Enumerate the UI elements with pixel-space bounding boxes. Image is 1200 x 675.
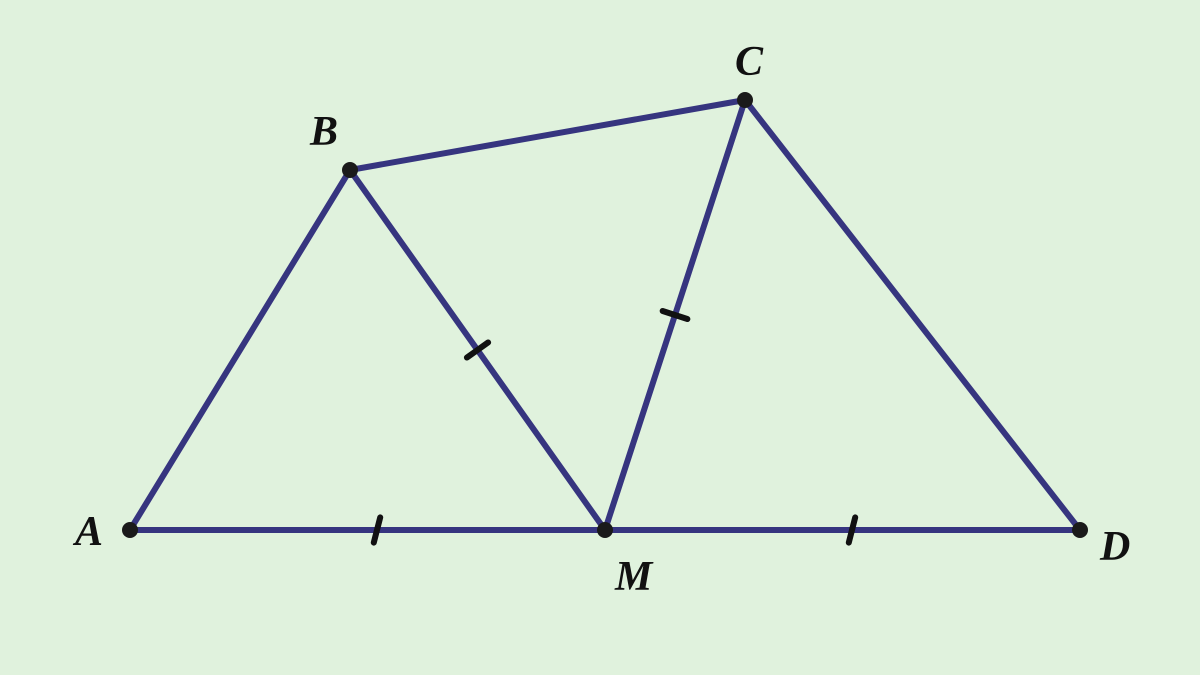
label-M: M [614,554,654,600]
label-D: D [1099,524,1130,570]
label-B: B [309,109,338,155]
label-C: C [735,39,764,85]
point-A [122,522,138,538]
point-B [342,162,358,178]
diagram-background [0,0,1200,675]
point-D [1072,522,1088,538]
point-C [737,92,753,108]
geometry-diagram: A B C D M [0,0,1200,675]
point-M [597,522,613,538]
label-A: A [72,509,103,555]
